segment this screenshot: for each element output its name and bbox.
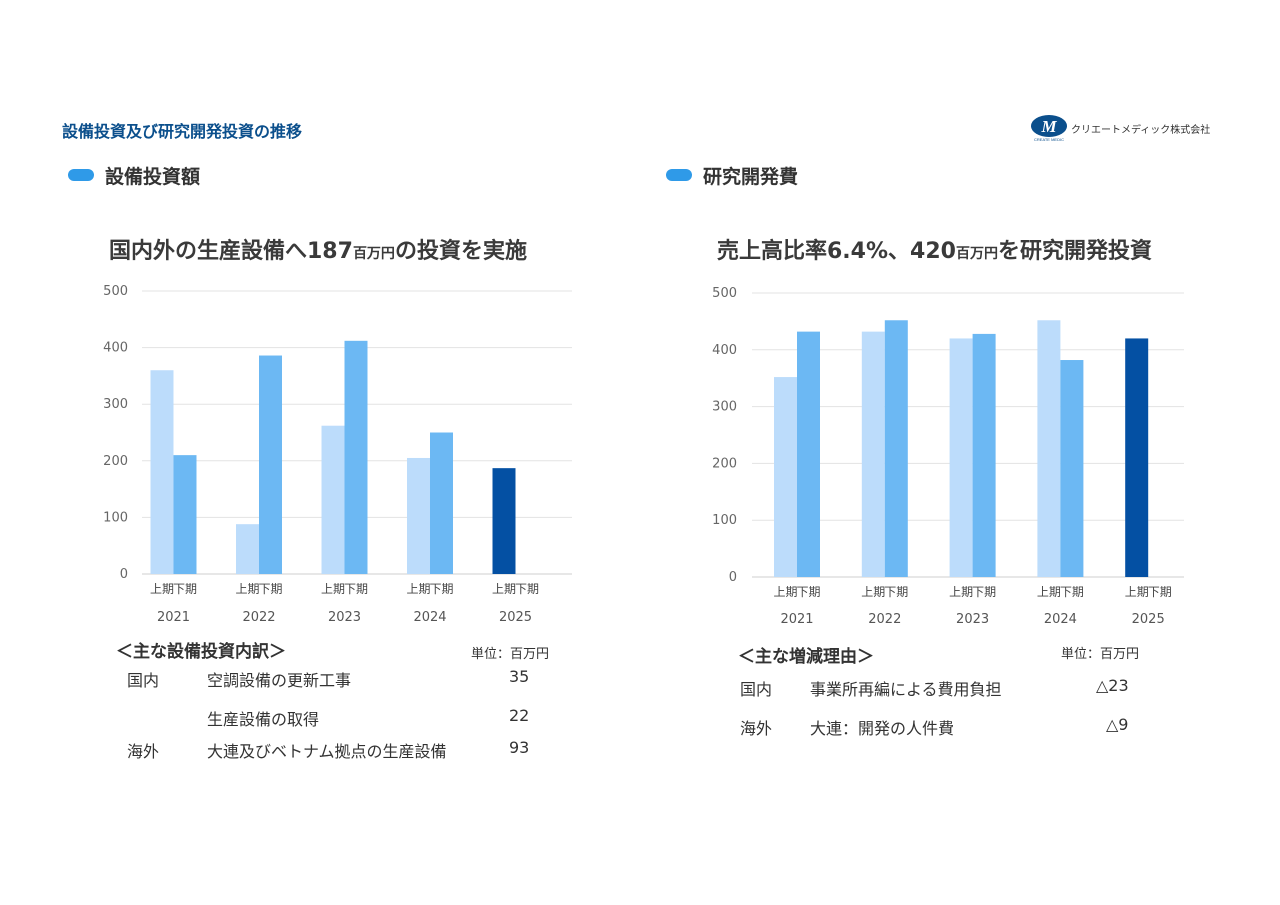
- y-tick-label: 500: [103, 284, 128, 299]
- x-category-label: 2022: [868, 612, 901, 627]
- sub-period-label: 上期: [492, 582, 516, 596]
- sub-period-label: 上期: [406, 582, 430, 596]
- y-tick-label: 500: [712, 286, 737, 301]
- company-logo: M CREATE MEDIC クリエートメディック株式会社: [1030, 114, 1210, 142]
- capex-row-region: 海外: [127, 742, 160, 761]
- bar-second-half: [259, 355, 282, 574]
- bar-first-half: [407, 457, 430, 574]
- bar-second-half: [344, 340, 368, 574]
- y-tick-label: 400: [712, 343, 737, 358]
- y-tick-label: 200: [103, 454, 128, 469]
- capex-row-region: 国内: [127, 671, 160, 690]
- sub-period-label: 下期: [515, 582, 539, 596]
- capex-row-item: 大連及びベトナム拠点の生産設備: [207, 742, 447, 761]
- bar-first-half: [492, 468, 516, 574]
- svg-text:CREATE MEDIC: CREATE MEDIC: [1034, 137, 1064, 142]
- bar-second-half: [430, 432, 453, 574]
- x-category-label: 2025: [1132, 612, 1165, 627]
- capex-headline: 国内外の生産設備へ187百万円の投資を実施: [109, 239, 527, 264]
- x-category-label: 2024: [413, 610, 446, 625]
- svg-text:M: M: [1040, 117, 1057, 136]
- bar-first-half: [1125, 338, 1149, 577]
- x-category-label: 2021: [780, 612, 813, 627]
- bar-first-half: [236, 524, 259, 574]
- page-title: 設備投資及び研究開発投資の推移: [62, 122, 303, 141]
- rnd-row-value: △9: [1106, 715, 1129, 734]
- x-category-label: 2023: [328, 610, 361, 625]
- y-tick-label: 0: [729, 570, 737, 585]
- rnd-row-item: 事業所再編による費用負担: [810, 680, 1002, 699]
- x-category-label: 2025: [499, 610, 532, 625]
- rnd-row-value: △23: [1096, 676, 1129, 695]
- capex-row-value: 35: [509, 667, 530, 686]
- sub-period-label: 下期: [344, 582, 368, 596]
- bar-second-half: [972, 333, 996, 577]
- sub-period-label: 下期: [884, 585, 908, 599]
- rnd-row-region: 海外: [740, 719, 773, 738]
- company-name: クリエートメディック株式会社: [1071, 124, 1211, 136]
- sub-period-label: 下期: [1148, 585, 1172, 599]
- sub-period-label: 上期: [1037, 585, 1061, 599]
- y-tick-label: 100: [712, 513, 737, 528]
- section-marker-icon: [666, 169, 692, 181]
- sub-period-label: 下期: [429, 582, 453, 596]
- capex-row-item: 空調設備の更新工事: [207, 671, 352, 690]
- company-logo-mark: M CREATE MEDIC: [1031, 115, 1067, 142]
- bar-first-half: [1037, 320, 1061, 577]
- y-tick-label: 200: [712, 456, 737, 471]
- sub-period-label: 下期: [972, 585, 996, 599]
- sub-period-label: 下期: [258, 582, 282, 596]
- sub-period-label: 上期: [321, 582, 345, 596]
- sub-period-label: 上期: [861, 585, 885, 599]
- y-tick-label: 100: [103, 510, 128, 525]
- y-tick-label: 300: [103, 397, 128, 412]
- x-category-label: 2021: [157, 610, 190, 625]
- y-tick-label: 300: [712, 400, 737, 415]
- sub-period-label: 下期: [1060, 585, 1084, 599]
- y-tick-label: 400: [103, 341, 128, 356]
- bar-first-half: [861, 331, 885, 577]
- sub-period-label: 上期: [150, 582, 174, 596]
- bar-first-half: [321, 425, 345, 574]
- section-marker-icon: [68, 169, 94, 181]
- x-category-label: 2022: [242, 610, 275, 625]
- bar-second-half: [884, 320, 908, 577]
- bar-first-half: [774, 377, 797, 577]
- rnd-unit-label: 単位：百万円: [1061, 647, 1140, 662]
- x-category-label: 2023: [956, 612, 989, 627]
- sub-period-label: 下期: [173, 582, 197, 596]
- capex-row-value: 22: [509, 706, 530, 725]
- capex-unit-label: 単位：百万円: [471, 647, 550, 662]
- section-title-capex: 設備投資額: [105, 166, 201, 188]
- y-tick-label: 0: [120, 567, 128, 582]
- capex-row-item: 生産設備の取得: [207, 710, 320, 729]
- sub-period-label: 上期: [773, 585, 797, 599]
- rnd-breakdown-title: ＜主な増減理由＞: [738, 647, 874, 667]
- bar-first-half: [949, 338, 973, 577]
- sub-period-label: 上期: [1125, 585, 1149, 599]
- sub-period-label: 上期: [235, 582, 259, 596]
- sub-period-label: 上期: [949, 585, 973, 599]
- rnd-row-item: 大連：開発の人件費: [810, 719, 955, 738]
- capex-row-value: 93: [509, 738, 530, 757]
- bar-second-half: [797, 331, 820, 577]
- section-title-rnd: 研究開発費: [703, 166, 799, 188]
- sub-period-label: 下期: [796, 585, 820, 599]
- bar-second-half: [173, 455, 197, 574]
- rnd-headline: 売上高比率6.4%、420百万円を研究開発投資: [717, 239, 1152, 264]
- capex-chart: 0100200300400500上期下期2021上期下期2022上期下期2023…: [103, 284, 572, 625]
- rnd-chart: 0100200300400500上期下期2021上期下期2022上期下期2023…: [712, 286, 1184, 627]
- bar-second-half: [1060, 360, 1084, 577]
- bar-first-half: [150, 370, 174, 574]
- rnd-row-region: 国内: [740, 680, 773, 699]
- x-category-label: 2024: [1044, 612, 1077, 627]
- capex-breakdown-title: ＜主な設備投資内訳＞: [116, 642, 286, 662]
